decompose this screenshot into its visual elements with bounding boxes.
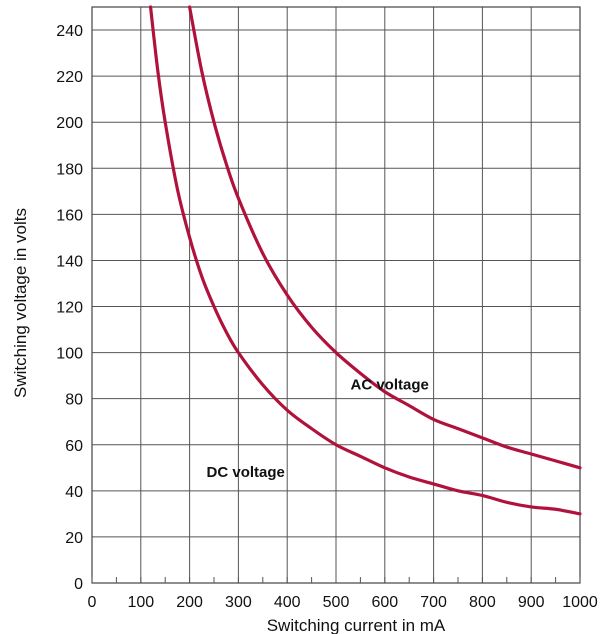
series-layer: [148, 5, 582, 516]
x-tick-label: 900: [518, 594, 545, 611]
y-axis-title: Switching voltage in volts: [11, 208, 30, 398]
ac-voltage-curve: [188, 5, 582, 470]
series-annotation: AC voltage: [351, 376, 429, 393]
y-tick-label: 100: [56, 346, 83, 363]
y-tick-label: 0: [74, 576, 83, 593]
y-tick-label: 140: [56, 253, 83, 270]
y-tick-label: 120: [56, 300, 83, 317]
x-tick-label: 1000: [562, 594, 598, 611]
x-tick-label: 100: [127, 594, 154, 611]
x-tick-label: 0: [88, 594, 97, 611]
y-tick-label: 20: [65, 530, 83, 547]
x-tick-label: 700: [420, 594, 447, 611]
y-tick-label: 60: [65, 438, 83, 455]
x-axis-title: Switching current in mA: [267, 616, 446, 634]
y-tick-label: 40: [65, 484, 83, 501]
x-tick-label: 400: [274, 594, 301, 611]
x-tick-label: 500: [323, 594, 350, 611]
x-tick-label: 600: [371, 594, 398, 611]
x-tick-label: 300: [225, 594, 252, 611]
y-tick-label: 240: [56, 23, 83, 40]
y-tick-label: 160: [56, 207, 83, 224]
y-tick-label: 80: [65, 392, 83, 409]
x-tick-labels: 0 100 200 300 400 500 600 700 800 900 1000: [88, 594, 598, 611]
grid: [92, 7, 580, 583]
y-tick-label: 220: [56, 69, 83, 86]
minor-ticks: [91, 577, 581, 583]
dc-voltage-curve: [148, 5, 582, 516]
series-annotation: DC voltage: [207, 464, 285, 481]
y-tick-label: 200: [56, 115, 83, 132]
x-tick-label: 200: [176, 594, 203, 611]
y-tick-label: 180: [56, 161, 83, 178]
annotations: AC voltage DC voltage: [207, 376, 429, 481]
x-tick-label: 800: [469, 594, 496, 611]
y-tick-labels: 0 20 40 60 80 100 120 140 160 180 200 220 240: [56, 23, 83, 593]
